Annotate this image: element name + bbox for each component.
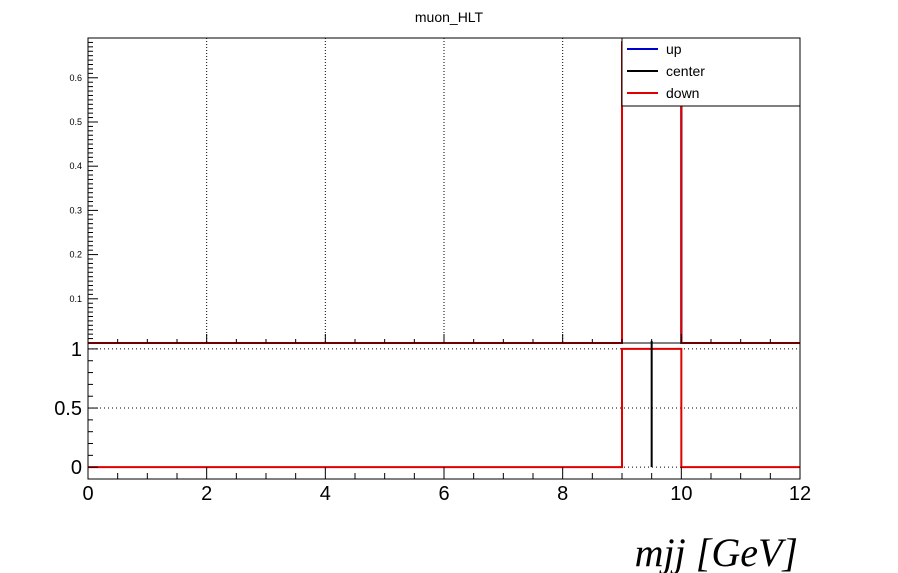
top-y-tick-label-4: 0.5	[69, 117, 82, 127]
top-y-tick-label-5: 0.6	[69, 73, 82, 83]
ratio-y-tick-label-2: 1	[71, 339, 82, 361]
ratio-panel: 0 0.5 1 0 2 4 6 8 10 12	[54, 339, 811, 505]
top-panel: 0.1 0.2 0.3 0.4 0.5 0.6 up center down	[69, 37, 801, 344]
x-tick-label-0: 0	[82, 483, 93, 505]
x-tick-label-3: 6	[438, 483, 449, 505]
x-tick-label-2: 4	[320, 483, 331, 505]
top-y-tick-label-0: 0.1	[69, 294, 82, 304]
legend-label-up: up	[666, 41, 682, 57]
x-tick-label-6: 12	[789, 483, 811, 505]
chart-title: muon_HLT	[415, 9, 484, 25]
legend-label-center: center	[666, 63, 705, 79]
x-tick-label-4: 8	[557, 483, 568, 505]
ratio-y-tick-label-1: 0.5	[54, 398, 82, 420]
top-y-tick-label-3: 0.4	[69, 161, 82, 171]
ratio-y-tick-label-0: 0	[71, 457, 82, 479]
x-axis-label: mjj [GeV]	[635, 530, 798, 573]
top-y-tick-label-1: 0.2	[69, 250, 82, 260]
x-tick-label-5: 10	[670, 483, 692, 505]
ratio-panel-frame	[87, 342, 801, 480]
legend-label-down: down	[666, 85, 699, 101]
top-y-tick-label-2: 0.3	[69, 205, 82, 215]
x-tick-label-1: 2	[201, 483, 212, 505]
